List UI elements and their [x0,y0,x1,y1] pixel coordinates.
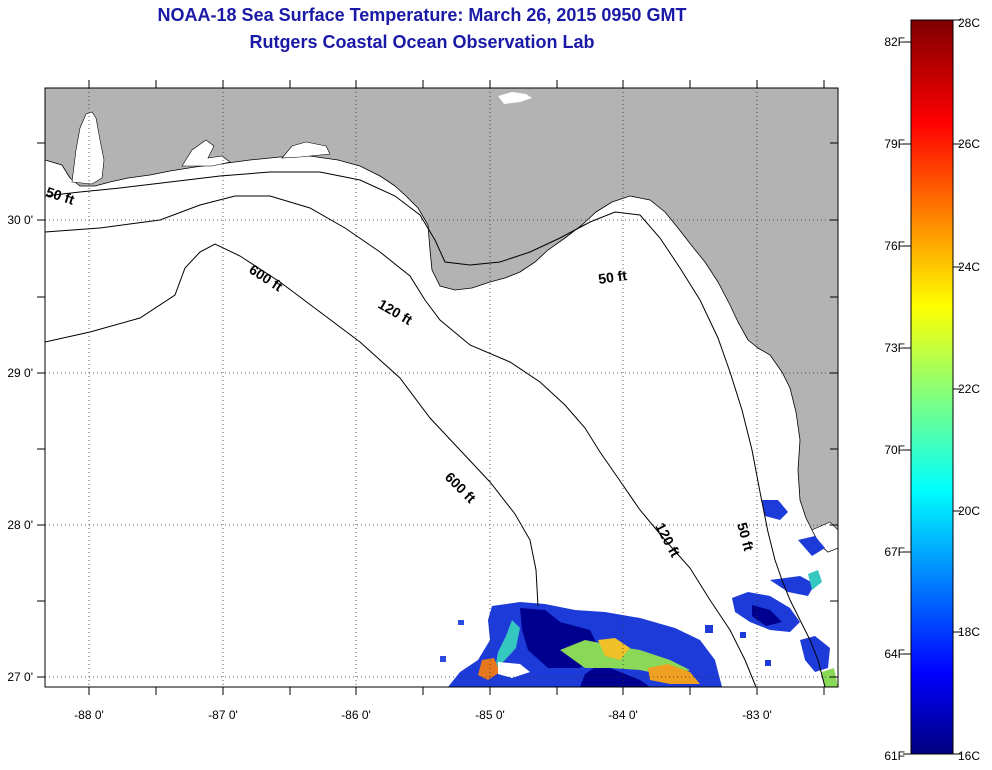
axis-ticks [37,80,838,695]
lon-label: -86 0' [341,708,371,722]
map-subtitle: Rutgers Coastal Ocean Observation Lab [249,32,595,52]
colorbar-c-label: 26C [958,137,980,151]
lat-label: 29 0' [7,366,33,380]
lon-label: -88 0' [74,708,104,722]
colorbar-f-label: 76F [884,239,905,253]
colorbar-f-label: 61F [884,749,905,763]
lon-label: -83 0' [742,708,772,722]
contour-50ft [45,171,826,687]
colorbar-f-label: 79F [884,137,905,151]
graticule [45,88,838,687]
lake [498,92,532,104]
bathymetry-contours [45,171,826,687]
colorbar-c-label: 28C [958,16,980,30]
lon-label: -85 0' [475,708,505,722]
sst-data [440,500,838,687]
lon-label: -87 0' [208,708,238,722]
colorbar-c-label: 18C [958,625,980,639]
coastal-bay [281,141,331,159]
map-frame [44,87,839,688]
lat-label: 28 0' [7,518,33,532]
colorbar-f-label: 73F [884,341,905,355]
contour-label: 50 ft [734,521,757,553]
contour-600ft [45,243,539,607]
colorbar: 82F 79F 76F 73F 70F 67F 64F 61F 28C 26C … [884,16,980,763]
colorbar-c-label: 22C [958,382,980,396]
colorbar-gradient [910,19,954,755]
colorbar-c-label: 24C [958,260,980,274]
colorbar-f-label: 67F [884,545,905,559]
map-title: NOAA-18 Sea Surface Temperature: March 2… [157,5,687,25]
contour-120ft [45,195,757,687]
coastal-bay [181,139,231,167]
mobile-bay [71,111,105,185]
coastal-bay [811,521,838,553]
colorbar-f-label: 70F [884,443,905,457]
colorbar-f-label: 64F [884,647,905,661]
colorbar-c-label: 16C [958,749,980,763]
contour-label: 50 ft [597,267,628,287]
land-area [45,88,838,553]
lat-label: 27 0' [7,670,33,684]
lon-label: -84 0' [608,708,638,722]
lat-label: 30 0' [7,213,33,227]
colorbar-f-label: 82F [884,35,905,49]
latitude-labels: 30 0' 29 0' 28 0' 27 0' [7,213,33,684]
colorbar-c-label: 20C [958,504,980,518]
longitude-labels: -88 0' -87 0' -86 0' -85 0' -84 0' -83 0… [74,708,772,722]
